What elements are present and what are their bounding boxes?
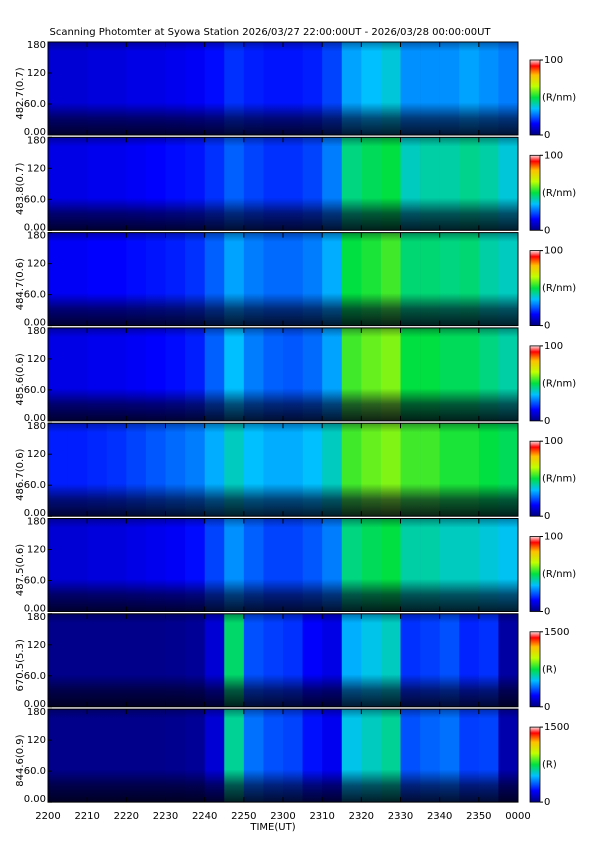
colorbar: [529, 440, 541, 517]
y-tick-label: 120: [27, 449, 46, 460]
x-tick-label: 2340: [427, 811, 452, 822]
shading: [48, 423, 518, 517]
x-tick-label: 2240: [192, 811, 217, 822]
colorbar: [529, 536, 541, 612]
y-tick-label: 180: [27, 135, 46, 146]
y-tick-label: 0.00: [24, 127, 46, 138]
y-tick-label: 0.00: [24, 508, 46, 519]
colorbar-tick-label: 100: [544, 436, 563, 447]
y-tick-label: 0.00: [24, 318, 46, 329]
y-tick-label: 60.0: [24, 290, 46, 301]
x-tick-label: 2300: [270, 811, 295, 822]
x-tick-label: 2250: [231, 811, 256, 822]
y-tick-label: 60.0: [24, 576, 46, 587]
colorbar-tick-label: 0: [544, 607, 550, 618]
y-tick-label: 120: [27, 163, 46, 174]
chart-title: Scanning Photomter at Syowa Station 2026…: [49, 27, 491, 38]
colorbar-label: (R): [542, 664, 557, 675]
y-tick-label: 180: [27, 612, 46, 623]
x-tick-label: 2230: [153, 811, 178, 822]
x-tick-label: 2310: [309, 811, 334, 822]
y-tick-label: 0.00: [24, 794, 46, 805]
y-tick-label: 60.0: [24, 671, 46, 682]
colorbar-label: (R/nm): [542, 283, 576, 294]
y-tick-label: 0.00: [24, 222, 46, 233]
x-tick-label: 2350: [466, 811, 491, 822]
y-tick-label: 120: [27, 735, 46, 746]
colorbar-tick-label: 0: [544, 511, 550, 522]
colorbar: [529, 59, 541, 136]
colorbar: [529, 345, 541, 422]
colorbar-label: (R/nm): [542, 188, 576, 199]
colorbar-label: (R/nm): [542, 93, 576, 104]
colorbar-tick-label: 0: [544, 416, 550, 427]
shading: [48, 42, 518, 135]
colorbar-tick-label: 100: [544, 55, 563, 66]
x-tick-label: 2210: [74, 811, 99, 822]
colorbar-tick-label: 1500: [544, 722, 569, 733]
y-tick-label: 120: [27, 545, 46, 556]
y-axis-title: 844.6(0.9): [15, 734, 26, 786]
y-tick-label: 60.0: [24, 766, 46, 777]
shading: [48, 232, 518, 326]
y-tick-label: 180: [27, 326, 46, 337]
y-axis-title: 487.5(0.6): [15, 544, 26, 596]
y-tick-label: 180: [27, 707, 46, 718]
shading: [48, 327, 518, 421]
colorbar-tick-label: 0: [544, 797, 550, 808]
shading: [48, 613, 518, 707]
y-tick-label: 180: [27, 517, 46, 528]
y-tick-label: 120: [27, 68, 46, 79]
y-tick-label: 0.00: [24, 699, 46, 710]
y-axis-title: 482.7(0.7): [15, 67, 26, 119]
y-axis-title: 484.7(0.6): [15, 258, 26, 310]
x-tick-label: 0000: [505, 811, 530, 822]
colorbar: [529, 631, 541, 708]
colorbar-tick-label: 0: [544, 321, 550, 332]
y-tick-label: 60.0: [24, 480, 46, 491]
colorbar: [529, 726, 541, 803]
colorbar-label: (R): [542, 760, 557, 771]
y-axis-title: 483.8(0.7): [15, 163, 26, 215]
y-tick-label: 180: [27, 421, 46, 432]
colorbar-label: (R/nm): [542, 378, 576, 389]
shading: [48, 137, 518, 231]
colorbar-tick-label: 0: [544, 702, 550, 713]
colorbar-tick-label: 100: [544, 150, 563, 161]
y-tick-label: 120: [27, 354, 46, 365]
colorbar-tick-label: 100: [544, 532, 563, 543]
y-tick-label: 180: [27, 231, 46, 242]
colorbar: [529, 154, 541, 231]
y-axis-title: 486.7(0.6): [15, 448, 26, 500]
x-axis-title: TIME(UT): [249, 822, 295, 833]
colorbar-label: (R/nm): [542, 569, 576, 580]
shading: [48, 709, 518, 803]
y-tick-label: 120: [27, 640, 46, 651]
y-tick-label: 60.0: [24, 385, 46, 396]
y-tick-label: 0.00: [24, 604, 46, 615]
y-tick-label: 120: [27, 259, 46, 270]
y-axis-title: 670.5(5.3): [15, 639, 26, 691]
colorbar-tick-label: 100: [544, 246, 563, 257]
colorbar-tick-label: 1500: [544, 627, 569, 638]
y-tick-label: 60.0: [24, 194, 46, 205]
colorbar-tick-label: 100: [544, 341, 563, 352]
colorbar: [529, 250, 541, 327]
y-tick-label: 180: [27, 40, 46, 51]
colorbar-label: (R/nm): [542, 474, 576, 485]
colorbar-tick-label: 0: [544, 130, 550, 141]
x-tick-label: 2330: [388, 811, 413, 822]
x-tick-label: 2200: [35, 811, 60, 822]
colorbar-tick-label: 0: [544, 225, 550, 236]
x-tick-label: 2320: [349, 811, 374, 822]
x-tick-label: 2220: [114, 811, 139, 822]
shading: [48, 518, 518, 612]
y-axis-title: 485.6(0.6): [15, 353, 26, 405]
y-tick-label: 60.0: [24, 99, 46, 110]
y-tick-label: 0.00: [24, 413, 46, 424]
